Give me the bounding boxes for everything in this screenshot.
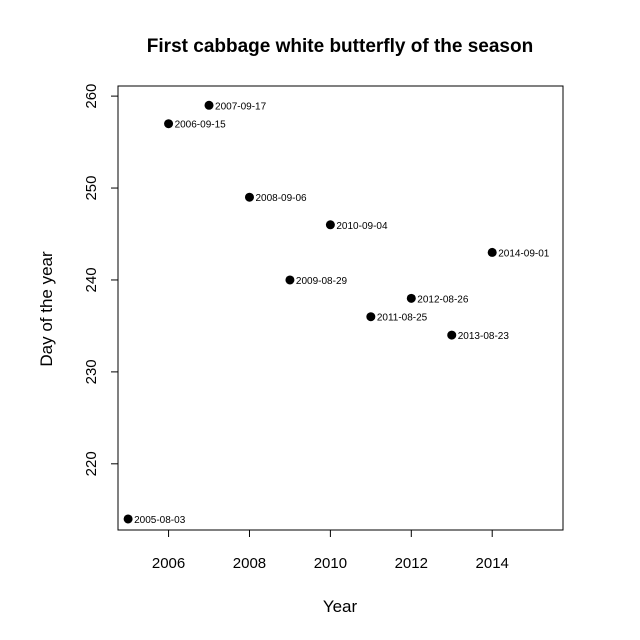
data-point-label: 2005-08-03: [134, 515, 186, 526]
data-points: 2005-08-03 2006-09-15 2007-09-17 2008-09-06…: [123, 100, 550, 526]
data-point: [487, 247, 497, 257]
x-tick-label: 2008: [233, 555, 266, 572]
data-point-label: 2011-08-25: [377, 313, 428, 324]
y-tick-label: 220: [83, 451, 100, 476]
data-point: [123, 514, 133, 524]
data-point-label: 2014-09-01: [498, 248, 550, 259]
data-point-label: 2008-09-06: [255, 193, 307, 204]
data-point-label: 2007-09-17: [215, 101, 267, 112]
data-point: [447, 330, 457, 340]
data-point: [285, 275, 295, 285]
data-point: [406, 293, 416, 303]
x-tick-label: 2014: [476, 555, 509, 572]
data-point-label: 2006-09-15: [175, 120, 227, 131]
y-tick-label: 250: [83, 176, 100, 201]
data-point-label: 2012-08-26: [417, 294, 469, 305]
y-tick-label: 230: [83, 359, 100, 384]
data-point: [164, 119, 174, 129]
y-tick-label: 240: [83, 267, 100, 292]
chart-title: First cabbage white butterfly of the sea…: [147, 36, 533, 57]
data-point-label: 2010-09-04: [336, 221, 388, 232]
x-axis-label: Year: [323, 597, 358, 616]
data-point: [325, 220, 335, 230]
x-tick-label: 2010: [314, 555, 347, 572]
data-point: [366, 312, 376, 322]
y-axis: 220 230 240 250 260: [83, 84, 119, 476]
y-axis-label: Day of the year: [37, 251, 56, 367]
x-tick-label: 2012: [395, 555, 428, 572]
data-point: [204, 100, 214, 110]
data-point-label: 2013-08-23: [458, 331, 510, 342]
x-tick-label: 2006: [152, 555, 185, 572]
data-point: [244, 192, 254, 202]
plot-frame: [117, 85, 564, 531]
data-point-label: 2009-08-29: [296, 276, 348, 287]
x-axis: 2006 2008 2010 2012 2014: [152, 529, 509, 572]
y-tick-label: 260: [83, 84, 100, 109]
